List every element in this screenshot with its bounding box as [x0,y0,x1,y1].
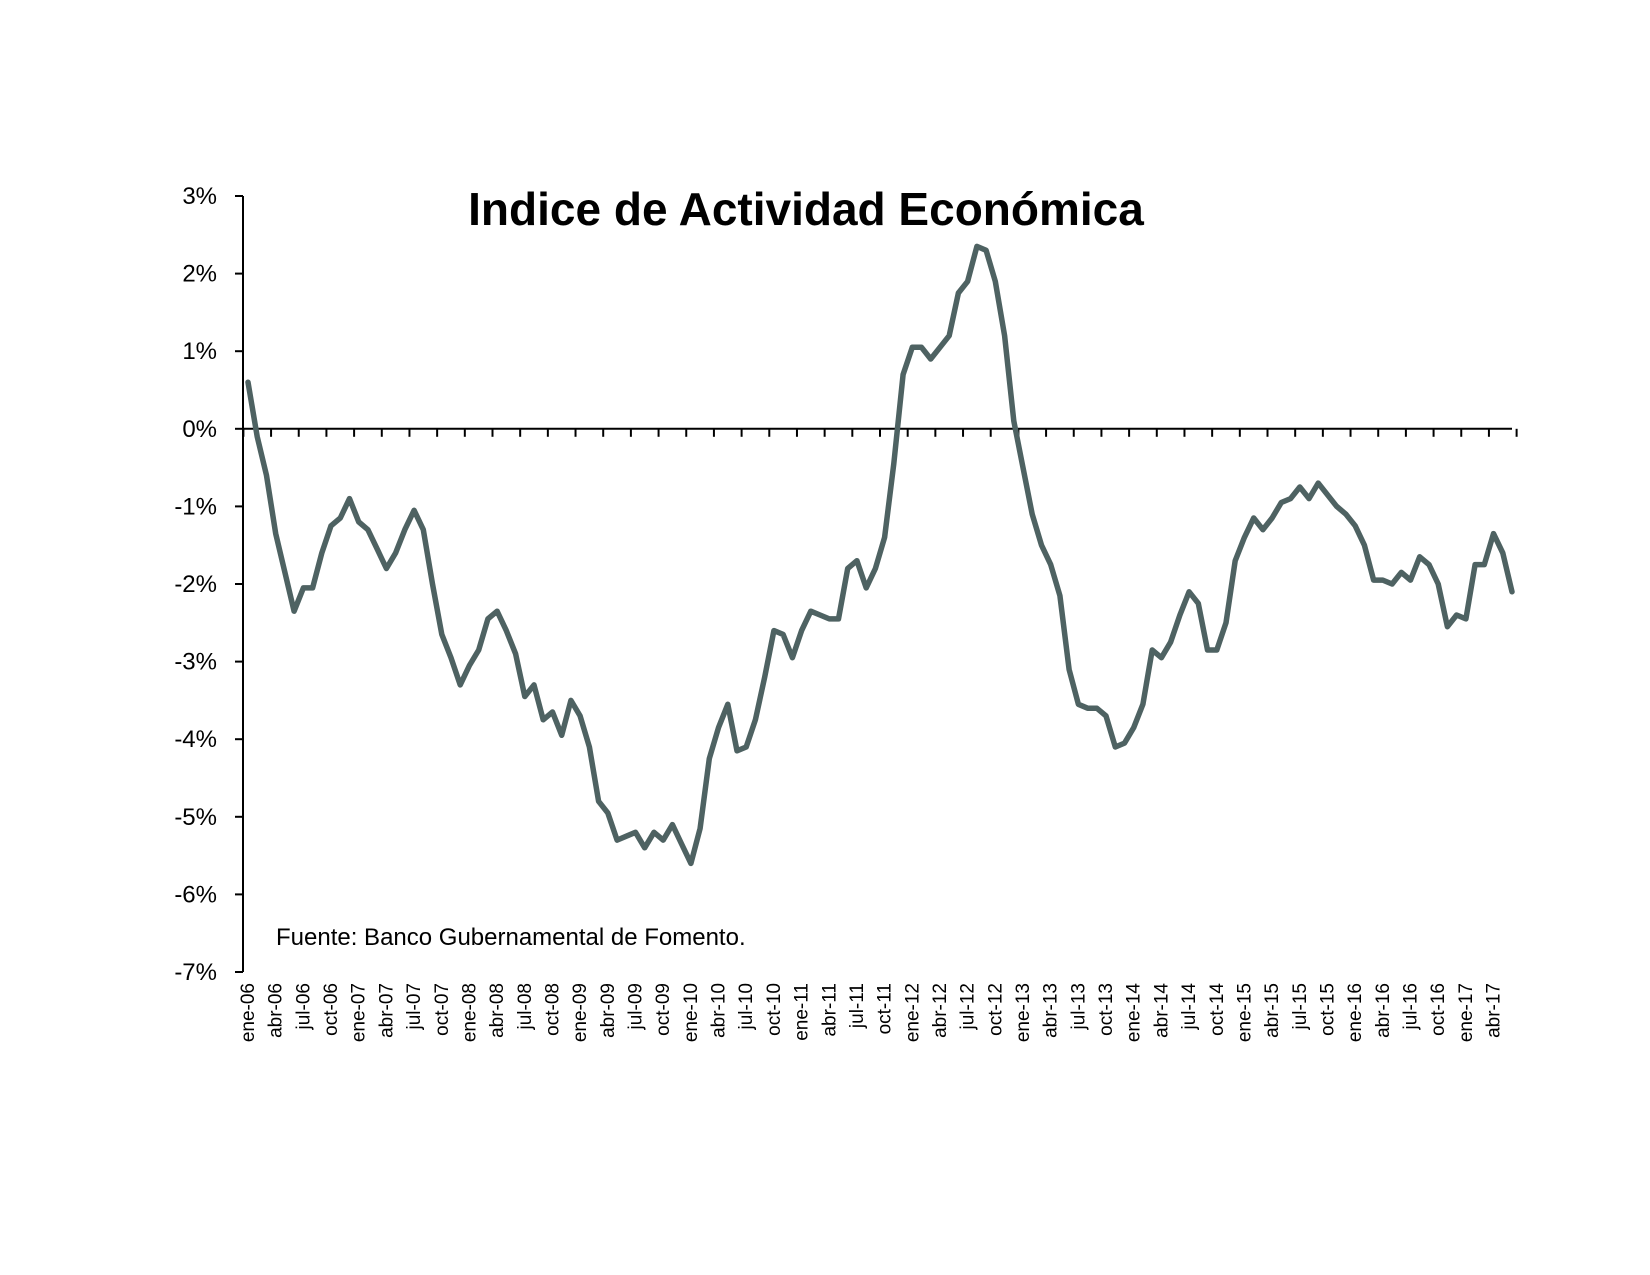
x-axis: ene-06 abr-06 jul-06 oct-06 ene-07 abr-07 jul-… [238,427,1518,1043]
x-tick-label: jul-06 [293,983,314,1030]
x-tick-label: jul-13 [1068,983,1089,1030]
x-tick-label: abr-17 [1484,983,1505,1038]
x-tick-label: oct-10 [764,983,785,1036]
x-tick-label: ene-17 [1456,983,1477,1042]
x-tick-label: jul-16 [1401,983,1422,1030]
source-note: Fuente: Banco Gubernamental de Fomento. [276,924,746,951]
y-tick-label: -2% [174,571,217,598]
x-tick-label: abr-08 [487,983,508,1038]
x-tick-label: oct-12 [985,983,1006,1036]
x-tick-label: jul-14 [1179,983,1200,1031]
y-tick-label: -5% [174,804,217,831]
x-tick-label: oct-14 [1207,983,1228,1036]
y-tick-label: 2% [182,261,217,288]
x-tick-label: ene-09 [570,983,591,1042]
y-tick-label: -3% [174,649,217,676]
x-tick-label: abr-11 [819,983,840,1037]
x-tick-label: ene-08 [459,983,480,1042]
y-axis: 3% 2% 1% 0% -1% -2% -3% -4% -5% -6% -7% [174,183,244,986]
x-tick-label: ene-14 [1124,983,1145,1043]
x-tick-label: ene-12 [902,983,923,1042]
x-tick-label: oct-08 [542,983,563,1036]
x-tick-label: oct-06 [321,983,342,1036]
x-tick-label: abr-09 [598,983,619,1038]
x-tick-label: ene-11 [792,983,813,1041]
x-tick-label: jul-10 [736,983,757,1030]
y-tick-label: -6% [174,881,217,908]
x-tick-label: ene-07 [349,983,370,1042]
x-tick-label: jul-07 [404,983,425,1030]
y-tick-label: -4% [174,726,217,753]
x-tick-label: abr-14 [1151,983,1172,1038]
x-tick-label: oct-11 [875,983,896,1034]
x-tick-label: jul-08 [515,983,536,1030]
x-tick-label: oct-15 [1317,983,1338,1036]
x-tick-label: jul-11 [847,983,868,1029]
x-tick-label: abr-16 [1373,983,1394,1038]
x-tick-label: abr-15 [1262,983,1283,1038]
x-tick-label: jul-09 [626,983,647,1030]
x-tick-label: ene-13 [1013,983,1034,1042]
y-tick-label: 1% [182,338,217,365]
x-tick-label: abr-06 [266,983,287,1038]
x-tick-label: oct-16 [1428,983,1449,1036]
x-tick-label: ene-16 [1345,983,1366,1042]
x-tick-label: oct-13 [1096,983,1117,1036]
x-tick-label: jul-12 [958,983,979,1030]
x-tick-label: ene-10 [681,983,702,1042]
chart-title: Indice de Actividad Económica [468,183,1144,235]
x-tick-label: ene-15 [1234,983,1255,1042]
y-tick-label: 3% [182,183,217,210]
x-tick-label: abr-13 [1041,983,1062,1038]
series-line [245,243,1515,867]
y-tick-label: -1% [174,493,217,520]
x-tick-label: jul-15 [1290,983,1311,1030]
x-tick-label: ene-06 [238,983,259,1042]
x-tick-label: oct-07 [432,983,453,1036]
x-tick-label: abr-12 [930,983,951,1038]
y-tick-label: 0% [182,416,217,443]
y-tick-label: -7% [174,959,217,986]
x-tick-label: abr-07 [376,983,397,1038]
x-tick-label: oct-09 [653,983,674,1036]
x-tick-label: abr-10 [709,983,730,1038]
